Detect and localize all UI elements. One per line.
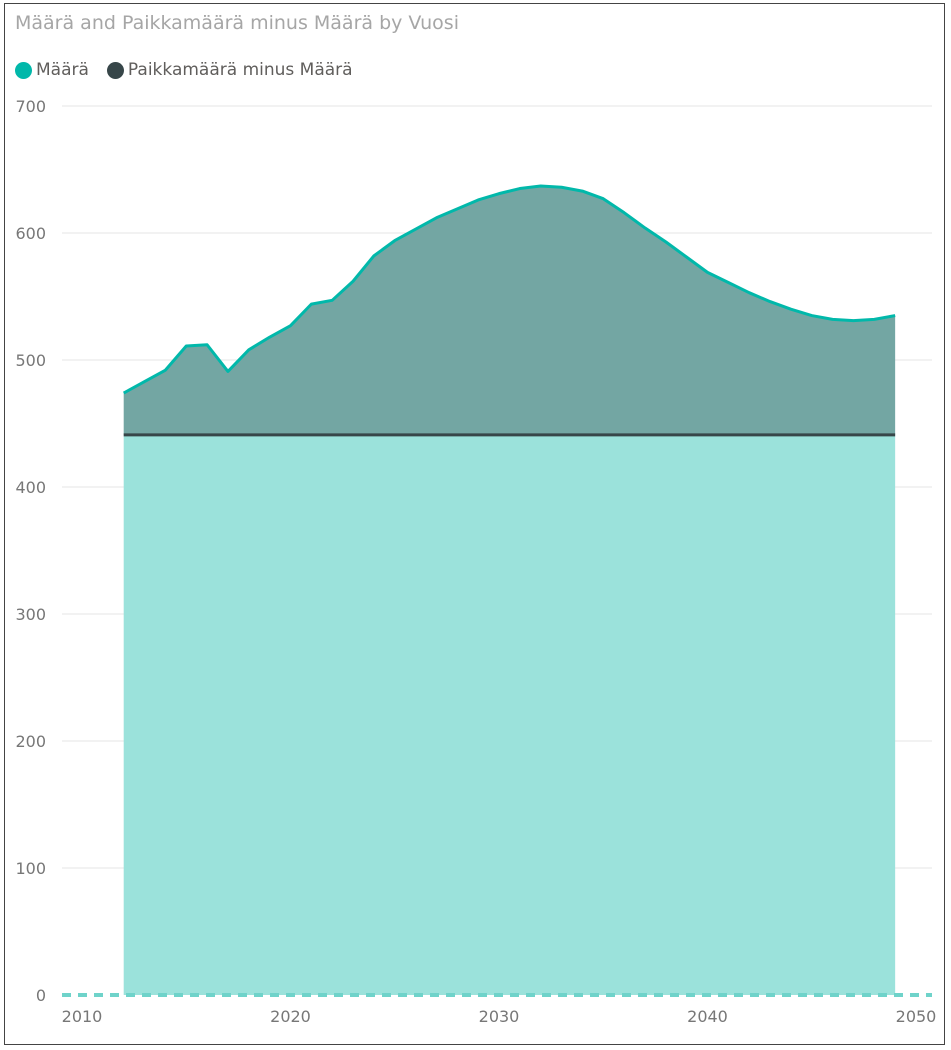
x-tick-label-2050: 2050 [896, 1007, 937, 1026]
legend-label-paikkamaara-minus-maara: Paikkamäärä minus Määrä [127, 60, 353, 80]
y-tick-label-400: 400 [15, 478, 46, 497]
legend-label-maara: Määrä [36, 60, 89, 80]
y-tick-label-200: 200 [15, 732, 46, 751]
area-maara [123, 434, 896, 995]
x-tick-label-2010: 2010 [62, 1007, 103, 1026]
y-tick-label-0: 0 [36, 986, 46, 1005]
legend-item-maara[interactable]: Määrä [15, 60, 89, 80]
y-tick-label-600: 600 [15, 224, 46, 243]
legend-swatch-paikkamaara-minus-maara [106, 61, 124, 79]
area-paikkamaara-minus-maara [123, 186, 896, 435]
x-tick-label-2030: 2030 [479, 1007, 520, 1026]
y-tick-label-500: 500 [15, 351, 46, 370]
x-tick-label-2040: 2040 [687, 1007, 728, 1026]
y-tick-label-700: 700 [15, 97, 46, 116]
legend-item-paikkamaara-minus-maara[interactable]: Paikkamäärä minus Määrä [106, 60, 353, 80]
line-paikkamaara-minus-maara-top [122, 184, 896, 395]
y-tick-label-300: 300 [15, 605, 46, 624]
x-tick-label-2020: 2020 [270, 1007, 311, 1026]
y-tick-label-100: 100 [15, 859, 46, 878]
chart-legend: Määrä Paikkamäärä minus Määrä [15, 60, 371, 80]
chart-title: Määrä and Paikkamäärä minus Määrä by Vuo… [15, 12, 459, 34]
legend-swatch-maara [15, 61, 32, 79]
